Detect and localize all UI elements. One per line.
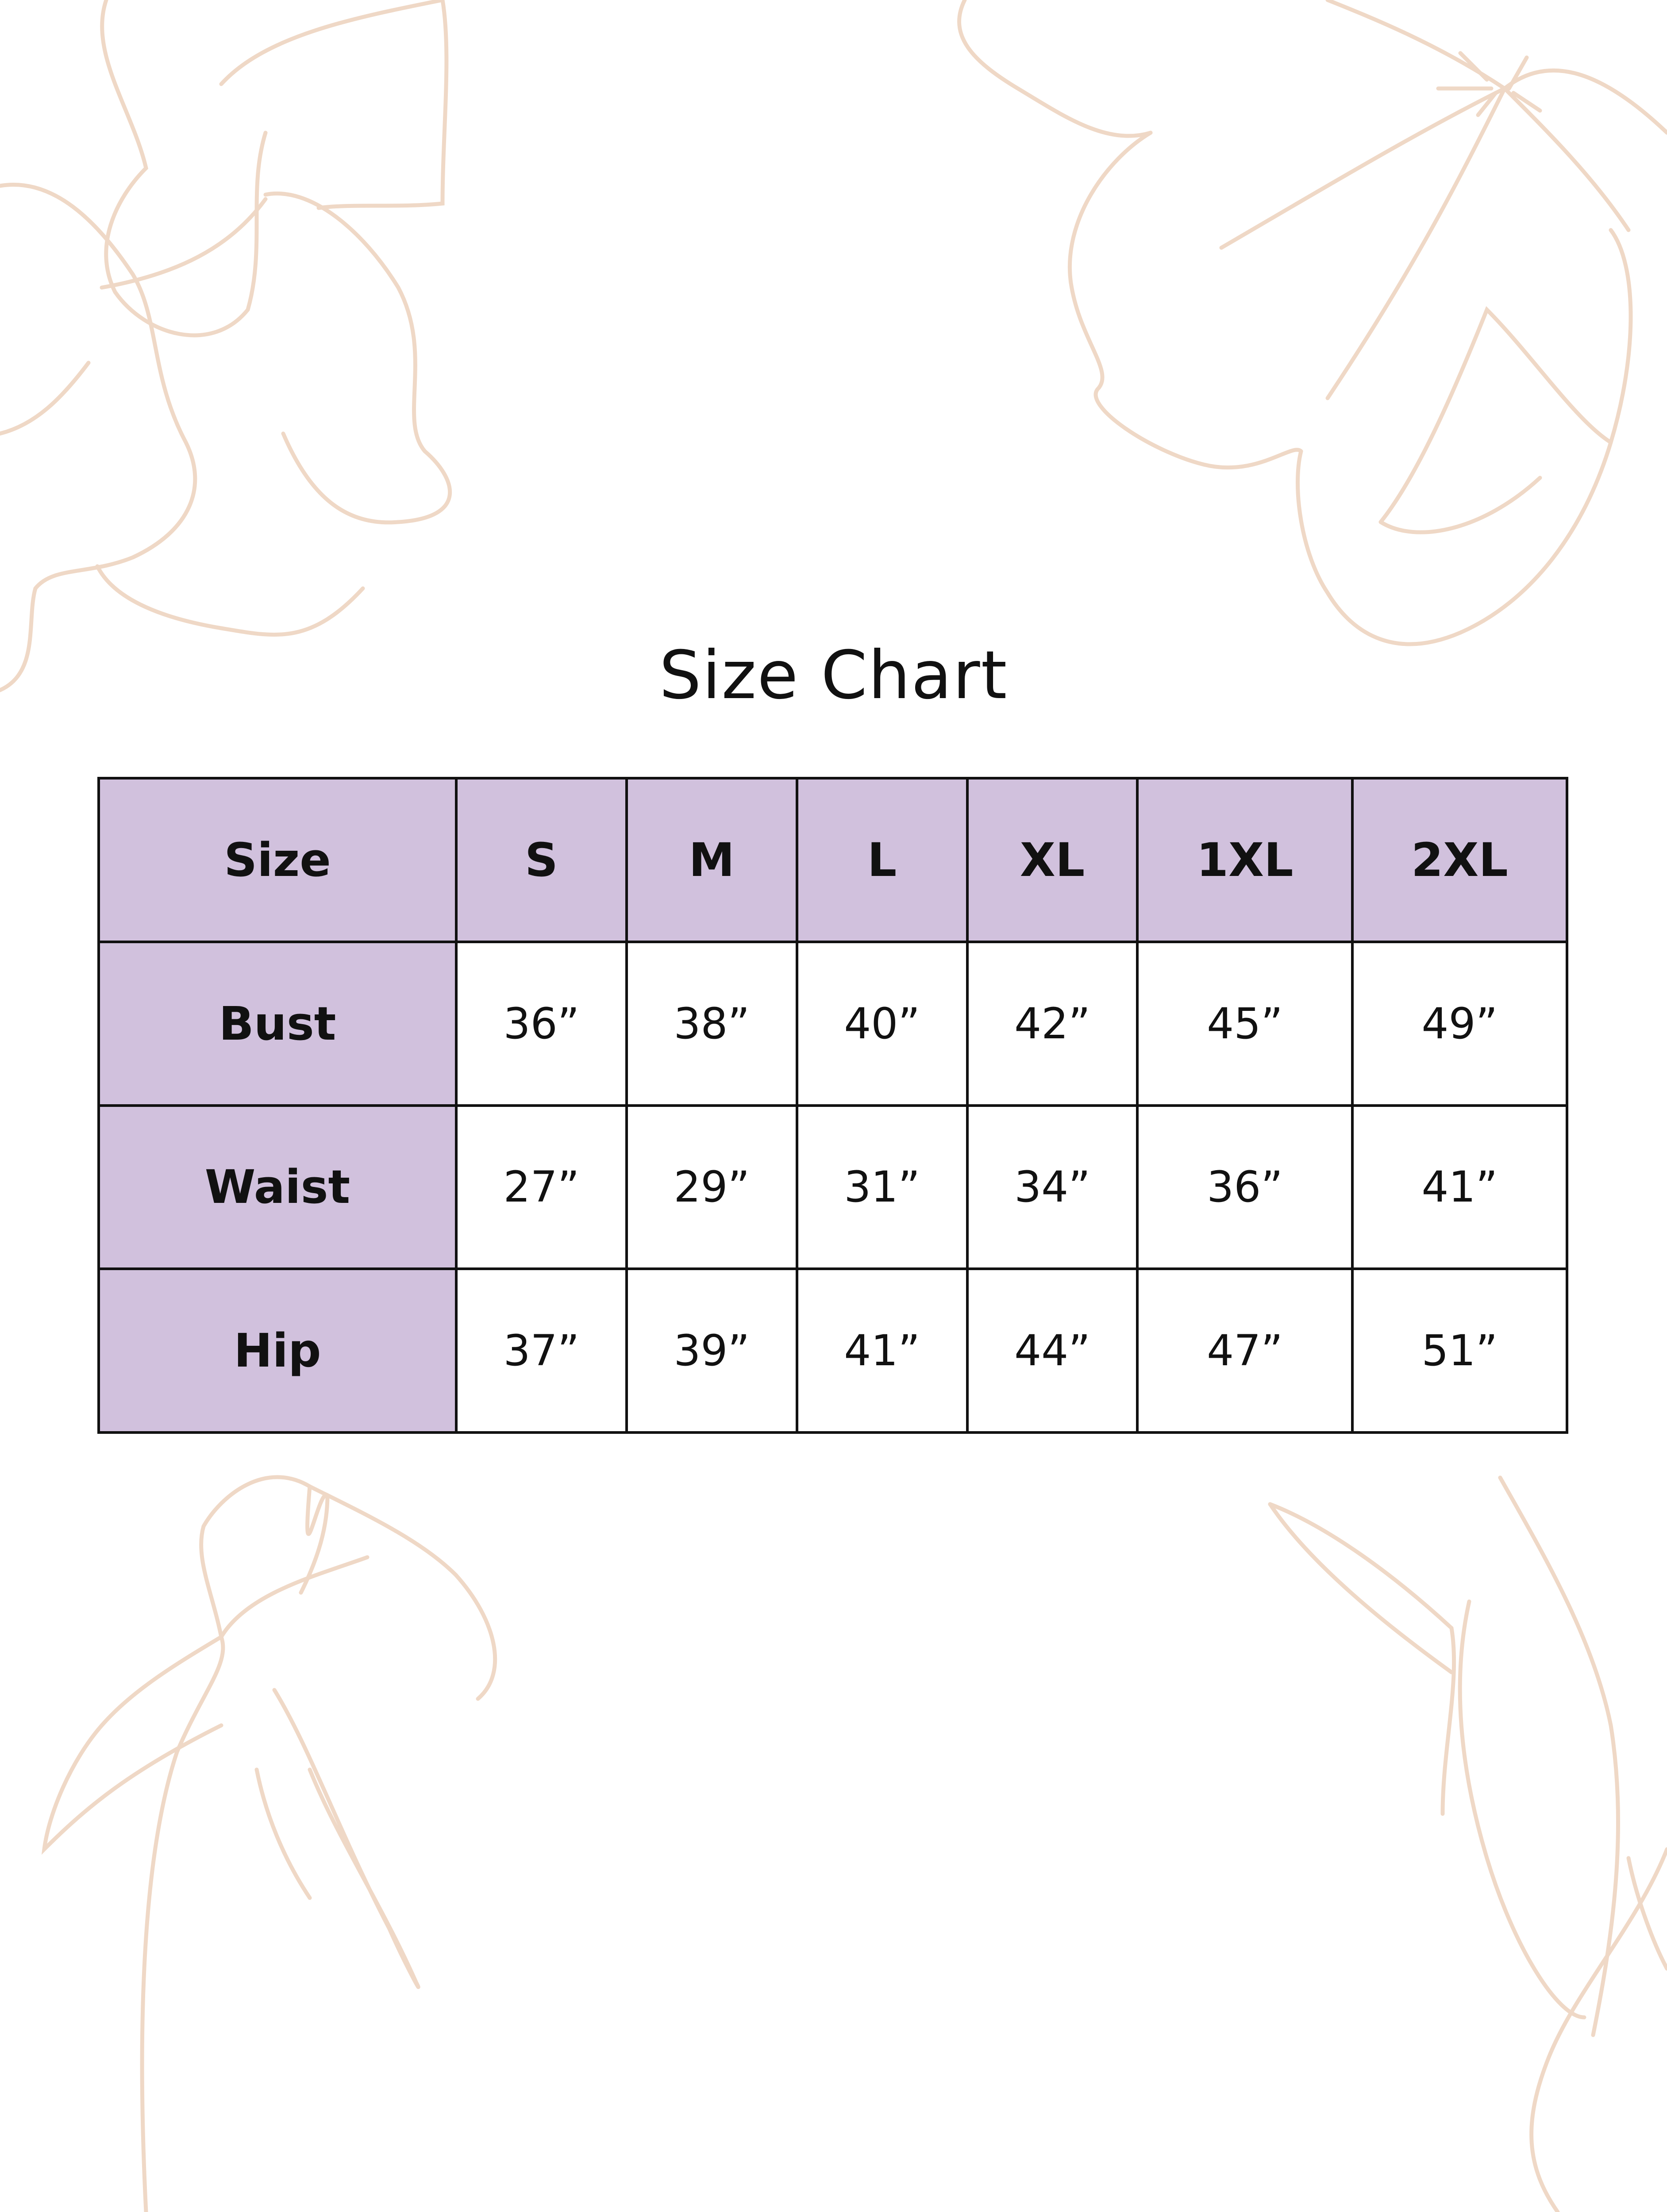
table-cell: 51” — [1351, 1267, 1569, 1434]
page-title: Size Chart — [659, 637, 1008, 714]
row-label: Waist — [97, 1104, 458, 1271]
table-cell: 49” — [1351, 940, 1569, 1107]
table-cell: 34” — [966, 1104, 1139, 1271]
table-header-row: Size S M L XL 1XL 2XL — [97, 777, 1569, 943]
column-header: M — [625, 777, 798, 943]
column-header: S — [455, 777, 628, 943]
column-header: 1XL — [1136, 777, 1354, 943]
table-row: Hip 37” 39” 41” 44” 47” 51” — [97, 1267, 1569, 1434]
table-cell: 40” — [795, 940, 969, 1107]
column-header: 2XL — [1351, 777, 1569, 943]
table-cell: 42” — [966, 940, 1139, 1107]
table-cell: 47” — [1136, 1267, 1354, 1434]
table-cell: 37” — [455, 1267, 628, 1434]
table-cell: 45” — [1136, 940, 1354, 1107]
table-cell: 27” — [455, 1104, 628, 1271]
table-cell: 39” — [625, 1267, 798, 1434]
table-cell: 38” — [625, 940, 798, 1107]
table-cell: 41” — [1351, 1104, 1569, 1271]
table-cell: 41” — [795, 1267, 969, 1434]
table-cell: 36” — [455, 940, 628, 1107]
row-label: Bust — [97, 940, 458, 1107]
table-cell: 29” — [625, 1104, 798, 1271]
table-row: Waist 27” 29” 31” 34” 36” 41” — [97, 1104, 1569, 1271]
column-header: L — [795, 777, 969, 943]
row-label: Hip — [97, 1267, 458, 1434]
flower-top-left-icon — [0, 0, 452, 692]
flower-bottom-left-icon — [41, 1475, 497, 2212]
column-header: XL — [966, 777, 1139, 943]
flower-bottom-right-icon — [1268, 1475, 1667, 2212]
table-cell: 31” — [795, 1104, 969, 1271]
column-header: Size — [97, 777, 458, 943]
size-chart-table: Size S M L XL 1XL 2XL Bust 36” 38” 40” 4… — [97, 777, 1569, 1434]
table-cell: 36” — [1136, 1104, 1354, 1271]
flower-top-right-icon — [957, 0, 1667, 646]
table-row: Bust 36” 38” 40” 42” 45” 49” — [97, 940, 1569, 1107]
table-cell: 44” — [966, 1267, 1139, 1434]
